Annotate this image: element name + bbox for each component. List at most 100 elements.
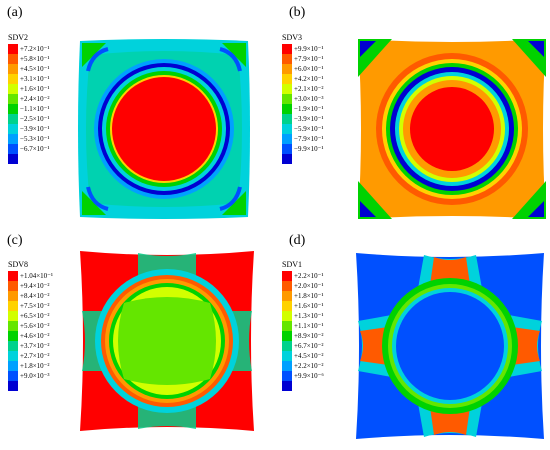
legend-swatch xyxy=(282,74,292,84)
legend-swatch xyxy=(8,124,18,134)
legend-tick-label: +1.3×10⁻¹ xyxy=(294,312,324,320)
legend-swatch xyxy=(282,281,292,291)
legend-variable-name: SDV8 xyxy=(8,260,29,269)
legend-tick-label: −5.9×10⁻¹ xyxy=(294,125,324,133)
legend-tick-label: −6.7×10⁻¹ xyxy=(20,145,50,153)
legend-swatch xyxy=(8,114,18,124)
legend-swatch xyxy=(8,341,18,351)
legend-tick-label: +4.5×10⁻¹ xyxy=(20,65,50,73)
legend-tick-label: +9.9×10⁻¹ xyxy=(294,45,324,53)
legend-swatch xyxy=(8,44,18,54)
legend-tick-label: +8.4×10⁻² xyxy=(20,292,50,300)
legend-tick-label: +2.2×10⁻² xyxy=(294,362,324,370)
legend-swatch xyxy=(8,144,18,154)
legend-variable-name: SDV2 xyxy=(8,33,29,42)
legend-tick-label: +7.2×10⁻¹ xyxy=(20,45,50,53)
legend-swatch xyxy=(282,311,292,321)
legend-swatch xyxy=(282,341,292,351)
legend-tick-label: +2.0×10⁻¹ xyxy=(294,282,324,290)
legend-tick-label: +8.9×10⁻² xyxy=(294,332,324,340)
legend-swatch xyxy=(282,271,292,281)
legend-swatch xyxy=(282,64,292,74)
legend-tick-label: +7.9×10⁻¹ xyxy=(294,55,324,63)
legend-swatch xyxy=(8,134,18,144)
legend-swatch xyxy=(8,311,18,321)
panel-label: (b) xyxy=(289,5,306,20)
legend-tick-label: −3.9×10⁻¹ xyxy=(294,115,324,123)
legend-swatch xyxy=(282,301,292,311)
legend-tick-label: +6.7×10⁻² xyxy=(294,342,324,350)
legend-tick-label: +4.2×10⁻¹ xyxy=(294,75,324,83)
legend-tick-label: +9.4×10⁻² xyxy=(20,282,50,290)
legend-swatch xyxy=(8,64,18,74)
contour-plot xyxy=(80,251,254,431)
legend-tick-label: +6.0×10⁻¹ xyxy=(294,65,324,73)
legend-tick-label: +2.4×10⁻² xyxy=(20,95,50,103)
legend-swatch xyxy=(282,94,292,104)
legend-swatch xyxy=(8,321,18,331)
legend-swatch xyxy=(8,381,18,391)
legend-swatch xyxy=(8,301,18,311)
legend-swatch xyxy=(282,134,292,144)
legend-tick-label: +2.2×10⁻¹ xyxy=(294,272,324,280)
legend-tick-label: +2.1×10⁻² xyxy=(294,85,324,93)
legend-tick-label: +4.6×10⁻² xyxy=(20,332,50,340)
legend-swatch xyxy=(282,331,292,341)
contour-plot xyxy=(356,253,544,439)
contour-plot xyxy=(78,39,250,219)
legend-swatch xyxy=(8,281,18,291)
legend-swatch xyxy=(282,371,292,381)
legend-tick-label: −2.5×10⁻¹ xyxy=(20,115,50,123)
legend-variable-name: SDV3 xyxy=(282,33,303,42)
legend-swatch xyxy=(282,381,292,391)
legend-tick-label: +1.6×10⁻¹ xyxy=(20,85,50,93)
legend-swatch xyxy=(8,54,18,64)
legend-tick-label: +1.8×10⁻² xyxy=(20,362,50,370)
legend-swatch xyxy=(8,351,18,361)
legend-tick-label: +7.5×10⁻² xyxy=(20,302,50,310)
legend-swatch xyxy=(282,104,292,114)
legend-swatch xyxy=(8,271,18,281)
legend-swatch xyxy=(8,291,18,301)
legend-swatch xyxy=(8,74,18,84)
panel-label: (a) xyxy=(7,5,23,20)
legend-swatch xyxy=(282,54,292,64)
legend-swatch xyxy=(282,44,292,54)
legend-tick-label: +1.1×10⁻¹ xyxy=(294,322,324,330)
legend-swatch xyxy=(282,321,292,331)
legend-swatch xyxy=(8,94,18,104)
legend-tick-label: −5.3×10⁻¹ xyxy=(20,135,50,143)
legend-variable-name: SDV1 xyxy=(282,260,303,269)
legend-tick-label: +4.5×10⁻² xyxy=(294,352,324,360)
legend-swatch xyxy=(8,84,18,94)
legend-swatch xyxy=(8,371,18,381)
panel-label: (d) xyxy=(289,233,306,248)
legend-swatch xyxy=(282,154,292,164)
legend-tick-label: −1.9×10⁻¹ xyxy=(294,105,324,113)
legend-swatch xyxy=(8,331,18,341)
legend-swatch xyxy=(282,351,292,361)
contour-plot xyxy=(358,39,546,219)
legend-tick-label: +5.6×10⁻² xyxy=(20,322,50,330)
legend-tick-label: +9.0×10⁻³ xyxy=(20,372,50,380)
legend-tick-label: −7.9×10⁻¹ xyxy=(294,135,324,143)
panel-label: (c) xyxy=(7,233,23,248)
legend-tick-label: −9.9×10⁻¹ xyxy=(294,145,324,153)
legend-tick-label: +6.5×10⁻² xyxy=(20,312,50,320)
legend-tick-label: +1.6×10⁻¹ xyxy=(294,302,324,310)
legend-swatch xyxy=(8,104,18,114)
legend-tick-label: +9.9×10⁻⁶ xyxy=(294,372,324,380)
legend-tick-label: +1.8×10⁻¹ xyxy=(294,292,324,300)
legend-tick-label: +3.1×10⁻¹ xyxy=(20,75,50,83)
legend-tick-label: +3.7×10⁻² xyxy=(20,342,50,350)
legend-tick-label: +1.04×10⁻¹ xyxy=(20,272,53,280)
legend-swatch xyxy=(8,154,18,164)
legend-swatch xyxy=(282,144,292,154)
legend-tick-label: +5.8×10⁻¹ xyxy=(20,55,50,63)
legend-tick-label: +2.7×10⁻² xyxy=(20,352,50,360)
legend-swatch xyxy=(282,291,292,301)
legend-swatch xyxy=(282,361,292,371)
legend-swatch xyxy=(282,124,292,134)
legend-swatch xyxy=(282,84,292,94)
legend-tick-label: +3.0×10⁻³ xyxy=(294,95,324,103)
